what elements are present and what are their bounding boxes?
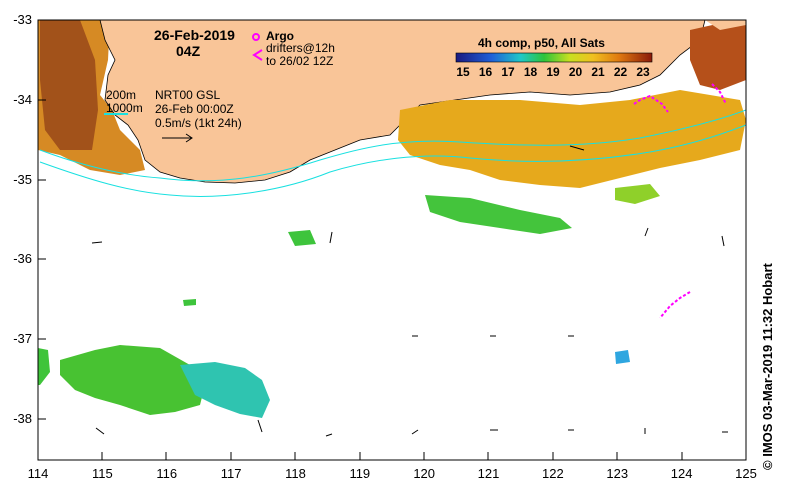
lat-tick-label: -37 <box>13 331 32 346</box>
argo-label: Argo <box>266 29 294 43</box>
sst-patch-cyan-small <box>615 350 630 364</box>
lat-tick-label: -35 <box>13 172 32 187</box>
lon-tick-label: 114 <box>27 466 49 481</box>
sst-patch-sw-green <box>60 345 205 415</box>
argo-drifter-track-2 <box>659 291 691 319</box>
sst-patch-green-1 <box>425 195 572 234</box>
lon-tick-label: 118 <box>285 466 306 481</box>
drifters-label-1: drifters@12h <box>266 41 335 55</box>
nrt-label-3: 0.5m/s (1kt 24h) <box>155 116 242 130</box>
argo-drifter-track-3 <box>711 83 727 105</box>
colorbar-tick-label: 22 <box>613 65 628 79</box>
colorbar-tick-label: 21 <box>591 65 605 79</box>
sst-south-coast <box>398 90 746 188</box>
colorbar-tick-label: 18 <box>523 65 538 79</box>
scale-arrow <box>162 133 193 143</box>
lat-tick-label: -38 <box>13 411 32 426</box>
lat-tick-label: -36 <box>13 251 32 266</box>
colorbar <box>455 52 653 63</box>
nrt-label-1: NRT00 GSL <box>155 88 221 102</box>
copyright-symbol: © <box>760 460 775 470</box>
nrt-label-2: 26-Feb 00:00Z <box>155 102 234 116</box>
colorbar-tick-label: 23 <box>636 65 650 79</box>
sst-patch-green-4 <box>183 299 196 306</box>
drifter-marker-icon <box>252 49 263 61</box>
sst-patch-green-3 <box>288 230 316 246</box>
sst-south-east-hot <box>690 20 746 90</box>
colorbar-tick-label: 17 <box>501 65 515 79</box>
lat-tick-marks <box>38 19 46 420</box>
lat-tick-label: -34 <box>13 92 32 107</box>
lon-tick-label: 123 <box>606 466 629 481</box>
lat-tick-label: -33 <box>13 12 32 27</box>
map-time: 04Z <box>176 43 201 59</box>
colorbar-title: 4h comp, p50, All Sats <box>478 36 605 50</box>
argo-marker-icon <box>252 33 260 41</box>
contour-200m <box>39 109 746 182</box>
argo-drifter-track-1 <box>633 94 669 113</box>
map-date: 26-Feb-2019 <box>154 27 235 43</box>
lon-tick-label: 116 <box>156 466 178 481</box>
credit-label: © IMOS 03-Mar-2019 11:32 Hobart <box>760 263 775 470</box>
colorbar-tick-label: 19 <box>546 65 560 79</box>
current-vectors <box>91 145 728 437</box>
lon-tick-label: 117 <box>220 466 242 481</box>
sst-patch-sw-cyan <box>180 362 270 418</box>
colorbar-tick-label: 16 <box>478 65 493 79</box>
colorbar-tick-label: 15 <box>456 65 470 79</box>
plot-frame <box>37 19 747 461</box>
sst-west-coast-hot <box>40 20 98 150</box>
drifters-label-2: to 26/02 12Z <box>266 54 334 68</box>
contour-200m-label: 200m <box>106 88 137 102</box>
credit-text: IMOS 03-Mar-2019 11:32 Hobart <box>760 263 775 457</box>
sst-patch-west-edge <box>38 348 50 385</box>
contour-1000m <box>39 124 746 197</box>
contour-1000m-label: 1000m <box>106 101 143 115</box>
lon-tick-label: 115 <box>91 466 113 481</box>
lon-tick-label: 122 <box>542 466 564 481</box>
lon-tick-label: 119 <box>349 466 371 481</box>
lon-tick-marks <box>37 452 747 460</box>
lon-tick-label: 125 <box>735 466 757 481</box>
lon-tick-label: 120 <box>413 466 436 481</box>
colorbar-tick-label: 20 <box>568 65 583 79</box>
sst-south-east-land-gap <box>705 20 746 30</box>
lon-tick-label: 124 <box>670 466 693 481</box>
lon-tick-label: 121 <box>477 466 500 481</box>
sst-patch-green-2 <box>615 184 660 204</box>
